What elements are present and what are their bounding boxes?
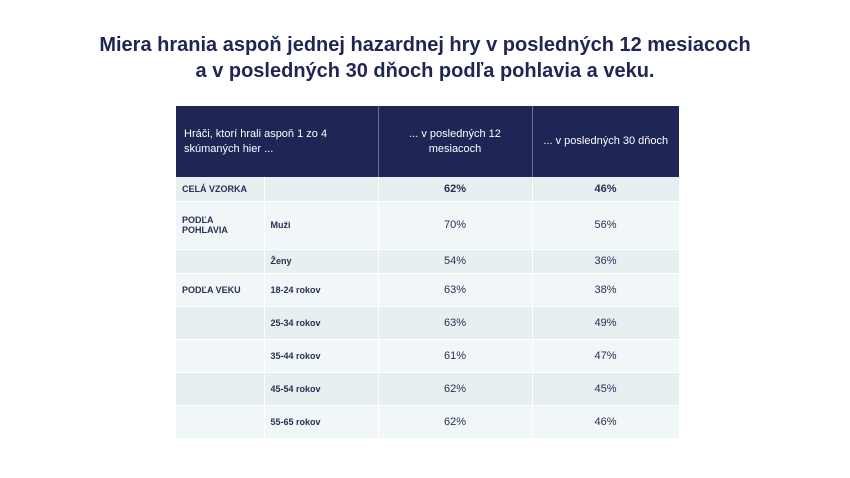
row-category: PODĽA VEKU <box>176 273 265 307</box>
value-12-months: 61% <box>378 339 533 373</box>
table-row: PODĽA POHLAVIA Muži 70% 56% <box>176 201 680 250</box>
table-row: 35-44 rokov 61% 47% <box>176 339 680 373</box>
value-30-days: 46% <box>532 405 680 439</box>
table-row: Ženy 54% 36% <box>176 249 680 274</box>
row-category <box>176 405 265 439</box>
row-subgroup: 55-65 rokov <box>264 405 379 439</box>
table-header-row: Hráči, ktorí hrali aspoň 1 zo 4 skúmanýc… <box>176 106 680 177</box>
value-30-days: 36% <box>532 249 680 274</box>
table-row: CELÁ VZORKA 62% 46% <box>176 177 680 202</box>
row-subgroup: 25-34 rokov <box>264 306 379 340</box>
value-30-days: 38% <box>532 273 680 307</box>
header-30-days: ... v posledných 30 dňoch <box>532 106 680 177</box>
row-category <box>176 339 265 373</box>
title-line-2: a v posledných 30 dňoch podľa pohlavia a… <box>195 60 655 82</box>
title-line-1: Miera hrania aspoň jednej hazardnej hry … <box>99 34 751 56</box>
row-category <box>176 249 265 274</box>
row-subgroup: 35-44 rokov <box>264 339 379 373</box>
row-category: PODĽA POHLAVIA <box>176 201 265 250</box>
table-row: 45-54 rokov 62% 45% <box>176 372 680 406</box>
page-title: Miera hrania aspoň jednej hazardnej hry … <box>0 32 850 84</box>
value-30-days: 46% <box>532 177 680 202</box>
row-subgroup: 45-54 rokov <box>264 372 379 406</box>
table-row: 55-65 rokov 62% 46% <box>176 405 680 439</box>
value-12-months: 63% <box>378 273 533 307</box>
results-table: Hráči, ktorí hrali aspoň 1 zo 4 skúmanýc… <box>176 106 680 439</box>
value-12-months: 70% <box>378 201 533 250</box>
row-subgroup <box>264 177 379 202</box>
value-12-months: 54% <box>378 249 533 274</box>
value-12-months: 63% <box>378 306 533 340</box>
header-players: Hráči, ktorí hrali aspoň 1 zo 4 skúmanýc… <box>176 106 379 177</box>
value-12-months: 62% <box>378 405 533 439</box>
row-category <box>176 372 265 406</box>
value-30-days: 56% <box>532 201 680 250</box>
row-category: CELÁ VZORKA <box>176 177 265 202</box>
row-category <box>176 306 265 340</box>
header-12-months: ... v posledných 12 mesiacoch <box>378 106 533 177</box>
row-subgroup: Muži <box>264 201 379 250</box>
value-12-months: 62% <box>378 372 533 406</box>
table-row: PODĽA VEKU 18-24 rokov 63% 38% <box>176 273 680 307</box>
value-30-days: 45% <box>532 372 680 406</box>
value-30-days: 49% <box>532 306 680 340</box>
value-12-months: 62% <box>378 177 533 202</box>
row-subgroup: Ženy <box>264 249 379 274</box>
row-subgroup: 18-24 rokov <box>264 273 379 307</box>
value-30-days: 47% <box>532 339 680 373</box>
table-row: 25-34 rokov 63% 49% <box>176 306 680 340</box>
